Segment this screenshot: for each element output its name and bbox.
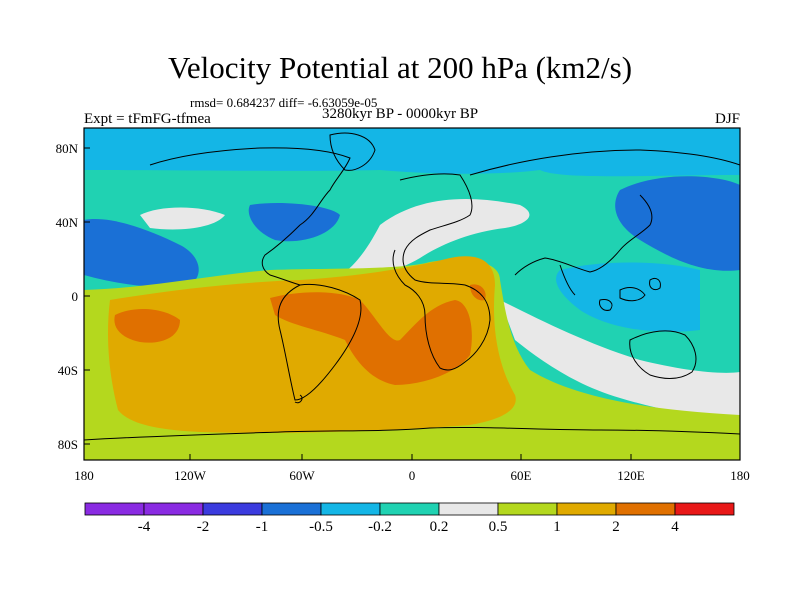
lat-label-0: 0 — [71, 289, 79, 304]
lat-label-40s: 40S — [57, 363, 78, 378]
colorbar-swatch — [438, 502, 499, 516]
colorbar — [84, 502, 735, 516]
colorbar-label: -1 — [255, 519, 269, 535]
axis-ticks — [84, 147, 632, 460]
colorbar-swatch — [320, 502, 381, 516]
contour-fields — [84, 128, 740, 460]
colorbar-swatch — [615, 502, 676, 516]
colorbar-swatch — [143, 502, 204, 516]
plot-title: Velocity Potential at 200 hPa (km2/s) — [167, 50, 633, 85]
stats-line: rmsd= 0.684237 diff= -6.63059e-05 — [190, 95, 378, 110]
colorbar-swatch — [261, 502, 322, 516]
lat-label-40n: 40N — [55, 215, 78, 230]
colorbar-label: -4 — [137, 519, 151, 535]
colorbar-label: 0.2 — [429, 519, 449, 535]
lon-label-180w: 180 — [74, 468, 94, 483]
colorbar-label: 4 — [671, 519, 679, 535]
lat-label-80n: 80N — [55, 141, 78, 156]
lon-label-120e: 120E — [617, 468, 645, 483]
experiment-label: Expt = tFmFG-tfmea — [84, 111, 211, 127]
colorbar-label: 0.5 — [488, 519, 508, 535]
colorbar-swatch — [84, 502, 145, 516]
season-label: DJF — [714, 111, 740, 127]
lon-label-60e: 60E — [510, 468, 532, 483]
colorbar-label: 2 — [612, 519, 620, 535]
colorbar-swatch — [202, 502, 263, 516]
colorbar-swatch — [379, 502, 440, 516]
period-label: 3280kyr BP - 0000kyr BP — [321, 106, 479, 122]
lon-label-0: 0 — [408, 468, 416, 483]
colorbar-label: 1 — [553, 519, 561, 535]
lon-label-120w: 120W — [174, 468, 206, 483]
colorbar-swatch — [556, 502, 617, 516]
colorbar-swatch — [497, 502, 558, 516]
lon-label-60w: 60W — [289, 468, 315, 483]
colorbar-label: -0.2 — [368, 519, 392, 535]
lon-label-180e: 180 — [730, 468, 750, 483]
colorbar-swatch — [674, 502, 735, 516]
colorbar-label: -0.5 — [309, 519, 333, 535]
colorbar-label: -2 — [196, 519, 210, 535]
coastlines — [84, 132, 740, 441]
lat-label-80s: 80S — [57, 437, 78, 452]
